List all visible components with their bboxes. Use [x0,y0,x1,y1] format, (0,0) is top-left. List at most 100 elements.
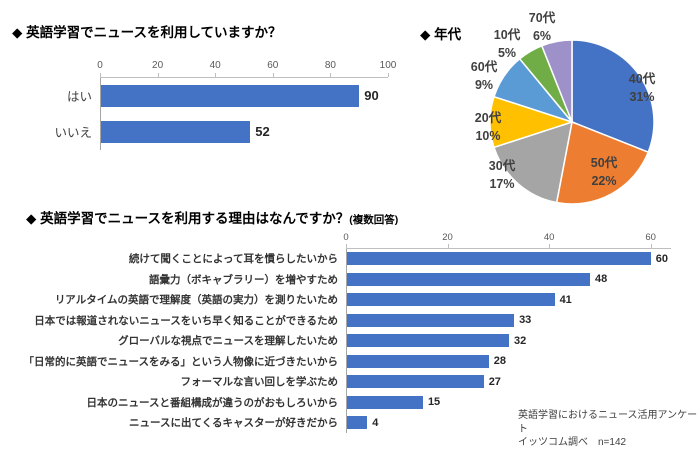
axis-tick-mark [650,243,652,248]
axis-tick-mark [330,72,332,77]
axis-tick-label: 0 [97,59,103,71]
value-axis: 0 20 40 60 80 100 [97,56,396,78]
bar [347,354,489,368]
axis-tick-mark [388,72,389,77]
pie-slice-label: 60代 9% [471,58,497,94]
pie-label-value: 31% [629,90,655,104]
pie-label-value: 22% [591,174,617,188]
axis-tick-label: 20 [152,59,164,71]
usage-chart-title: ◆ 英語学習でニュースを利用していますか？ [12,25,282,40]
axis-tick-label: 80 [324,59,336,71]
bar [347,252,651,266]
category-label: 語彙力（ボキャブラリー）を増やすため [149,273,338,286]
source-note: 英語学習におけるニュース活用アンケート イッツコム調べ n=142 [518,409,700,449]
category-label: 続けて聞くことによって耳を慣らしたいから [128,253,338,266]
bar [347,375,484,389]
category-label: いいえ [54,126,92,141]
bar [101,120,251,143]
axis-tick-mark [447,243,449,248]
pie-label-name: 70代 [528,10,556,25]
pie-slice-1 [555,120,650,205]
pie-label-name: 20代 [474,110,502,125]
axis-tick-label: 60 [267,59,279,71]
age-chart-title: ◆ 年代 [420,27,462,42]
pie-label-value: 6% [532,29,552,43]
axis-tick-mark [100,72,101,77]
value-label: 33 [519,314,532,327]
reasons-chart-title-suffix: (複数回答) [349,214,399,226]
bar-track: 48 [346,269,671,290]
bar-track: 32 [346,330,671,352]
axis-tick-mark [157,72,159,77]
bar-track: 27 [346,371,671,393]
pie-label-name: 40代 [628,71,656,86]
category-label: 「日常的に英語でニュースをみる」という人物像に近づきたいから [23,355,338,368]
bar-track: 41 [346,289,671,311]
value-label: 32 [514,334,527,347]
category-label: リアルタイムの英語で理解度（英語の実力）を測りたいため [54,294,338,307]
pie [489,39,655,205]
value-label: 41 [559,293,572,306]
pie-slice-label: 50代 22% [591,154,617,190]
pie-slice-label: 40代 31% [629,70,655,106]
bar-track: 28 [346,351,671,372]
axis-tick-mark [549,243,551,248]
value-label: 60 [655,252,668,265]
axis-tick-label: 100 [379,59,397,71]
pie-slice-label: 30代 17% [489,157,515,193]
reasons-chart-title-text: ◆ 英語学習でニュースを利用する理由はなんですか？ [26,211,350,226]
pie-label-name: 60代 [470,59,498,74]
value-label: 48 [595,273,608,286]
pie-label-name: 50代 [590,155,618,170]
bar [347,313,515,327]
bar-track: 15 [346,392,671,413]
value-label: 90 [364,88,379,104]
bar [347,416,368,430]
pie-slice-2 [493,120,573,204]
bar-track: 52 [100,113,388,150]
bar-track: 60 [346,248,671,270]
category-label: フォーマルな言い回しを学ぶため [180,376,339,389]
pie-slice-label: 20代 10% [475,109,501,145]
source-note-line2: イッツコム調べ n=142 [518,437,627,448]
reasons-chart-title: ◆ 英語学習でニュースを利用する理由はなんですか？(複数回答) [26,210,671,228]
reasons-chart-section: ◆ 英語学習でニュースを利用する理由はなんですか？(複数回答) 0 20 40 60 続… [23,210,671,434]
axis-tick-mark [272,72,274,77]
pie-label-name: 30代 [488,158,516,173]
value-axis: 0 20 40 60 [343,231,671,249]
bar [347,293,555,307]
bar [101,84,360,107]
bar-track: 90 [100,77,388,114]
pie-label-value: 17% [489,177,515,191]
axis-tick-label: 60 [645,231,656,243]
axis-tick-mark [346,243,347,248]
pie-slice-label: 70代 6% [529,9,555,45]
age-pie-chart: 40代 31% 50代 22% 30代 17% 20代 10% 60代 9% 10代 5% 70代 6% [410,0,700,220]
value-label: 52 [255,124,270,140]
bar [347,334,509,348]
category-label: ニュースに出てくるキャスターが好きだから [129,417,338,430]
usage-bar-chart: 0 20 40 60 80 100 はい 90 いいえ 52 [12,56,396,150]
bar-track: 33 [346,310,671,331]
axis-tick-label: 0 [343,231,349,243]
pie-label-name: 10代 [493,27,521,42]
axis-tick-label: 40 [543,231,555,243]
pie-slice-0 [571,39,655,154]
category-label: はい [66,90,92,105]
pie-slice-label: 10代 5% [494,26,520,62]
value-label: 4 [372,416,379,429]
value-label: 28 [493,355,506,368]
bar-track: 4 [346,412,671,434]
pie-slice-6 [540,39,573,123]
category-label: 日本では報道されないニュースをいち早く知ることができるため [34,314,338,327]
reasons-bar-chart: 0 20 40 60 続けて聞くことによって耳を慣らしたいから 60 語彙力（ボキャブラリー… [23,231,671,434]
pie-label-value: 5% [497,46,517,60]
pie-label-value: 9% [474,78,494,92]
category-label: グローバルな視点でニュースを理解したいため [118,335,338,348]
bar [347,395,423,409]
bar [347,272,590,286]
value-label: 15 [427,396,441,409]
axis-tick-label: 20 [442,231,453,243]
age-chart-section: ◆ 年代 40代 31% 50代 22% 30代 17% 20代 10% 60代 9% 10代 5% 7… [410,0,700,220]
